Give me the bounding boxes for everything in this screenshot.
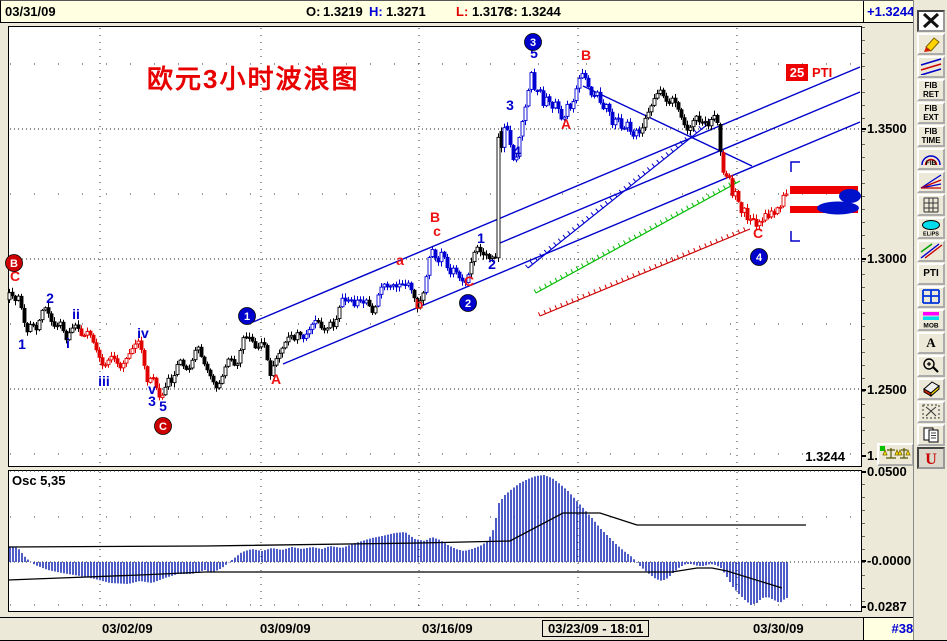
high-value: 1.3271	[386, 4, 426, 19]
main-price-chart[interactable]	[8, 26, 862, 467]
quote-date: 03/31/09	[5, 4, 56, 19]
tool-blue-grid[interactable]	[917, 286, 945, 308]
tool-close[interactable]	[917, 10, 945, 32]
tool-label: FIB	[924, 81, 938, 90]
close-value: 1.3244	[521, 4, 561, 19]
last-price: +1.3244	[867, 4, 915, 19]
price-axis-minor-ticks	[862, 27, 865, 465]
svg-text:U: U	[925, 451, 937, 466]
svg-text:MOB: MOB	[923, 323, 938, 329]
osc-axis-label: 0.0500	[867, 464, 907, 479]
oscillator-panel[interactable]	[8, 470, 862, 612]
high-label: H:	[369, 4, 383, 19]
quote-bar: 03/31/09 O: 1.3219 H: 1.3271 L: 1.3173 C…	[0, 0, 914, 23]
date-tick: 03/16/09	[422, 621, 473, 636]
tool-label: RET	[923, 90, 939, 99]
tool-pencil[interactable]	[917, 33, 945, 55]
svg-text:ELiPS: ELiPS	[923, 232, 939, 237]
tool-label: PTI	[923, 268, 939, 279]
date-axis-bar: #380 03/02/09 03/09/09 03/16/09 03/23/09 - …	[0, 617, 947, 641]
tool-text-tool[interactable]: A	[917, 332, 945, 354]
balance-scales-icon	[880, 446, 911, 459]
tool-fib-time[interactable]: FIB TIME	[917, 125, 945, 147]
tool-magnet-u[interactable]: U	[917, 447, 945, 469]
tool-mob[interactable]: MOB	[917, 309, 945, 331]
tool-pages[interactable]	[917, 424, 945, 446]
svg-text:FIB: FIB	[926, 160, 937, 167]
tool-label: A	[926, 335, 936, 350]
close-label: C:	[504, 4, 518, 19]
date-tick: 03/30/09	[753, 621, 804, 636]
tool-grid[interactable]	[917, 194, 945, 216]
low-value: 1.3173	[472, 4, 512, 19]
open-value: 1.3219	[323, 4, 363, 19]
oscillator-label: Osc 5,35	[12, 473, 66, 488]
osc-axis-label: 0.0287	[867, 599, 907, 614]
tool-ellipse-tool[interactable]: ELiPS	[917, 217, 945, 239]
price-axis-label: 1.2500	[867, 382, 907, 397]
tool-label: EXT	[923, 113, 939, 122]
tool-label: TIME	[921, 136, 941, 145]
tool-pti[interactable]: PTI	[917, 263, 945, 285]
low-label: L:	[456, 4, 469, 19]
osc-axis-minor-ticks	[862, 471, 865, 610]
tool-label: FIB	[924, 104, 938, 113]
tool-eraser[interactable]	[917, 378, 945, 400]
tool-fib-extension[interactable]: FIB EXT	[917, 102, 945, 124]
osc-axis-label: -0.0000	[867, 553, 912, 568]
quote-bar-divider	[863, 1, 864, 22]
scale-lock-button[interactable]	[877, 443, 914, 466]
tool-trend-lines[interactable]	[917, 56, 945, 78]
price-axis-label: 1.3000	[867, 251, 907, 266]
right-toolbar: FIB RET FIB EXT FIB TIME FIB ELiPS PTI MOB A U	[913, 0, 947, 640]
date-tick: 03/09/09	[260, 621, 311, 636]
open-label: O:	[306, 4, 321, 19]
date-tick: 03/23/09 - 18:01	[542, 620, 650, 637]
tool-pitchfork[interactable]	[917, 240, 945, 262]
tool-fib-circles[interactable]: FIB	[917, 148, 945, 170]
date-tick: 03/02/09	[102, 621, 153, 636]
price-axis-label: 1.3500	[867, 121, 907, 136]
tool-fan-lines[interactable]	[917, 171, 945, 193]
tool-expand[interactable]	[917, 401, 945, 423]
tool-zoom-in[interactable]	[917, 355, 945, 377]
tool-label: FIB	[924, 127, 938, 136]
tool-fib-retracement[interactable]: FIB RET	[917, 79, 945, 101]
